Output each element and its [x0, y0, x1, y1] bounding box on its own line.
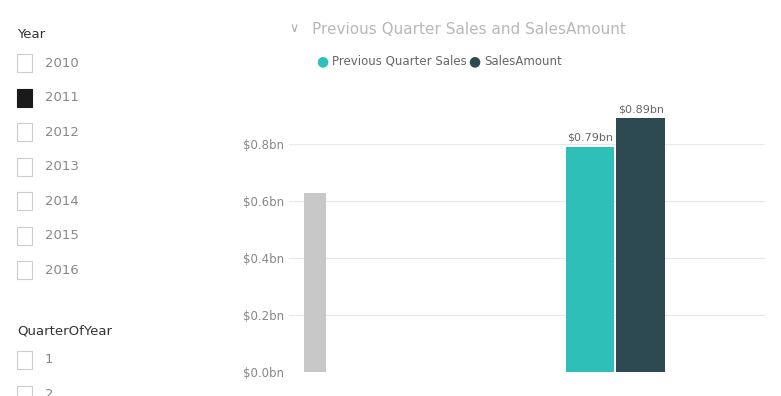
FancyBboxPatch shape [17, 386, 32, 396]
Text: Previous Quarter Sales and SalesAmount: Previous Quarter Sales and SalesAmount [312, 22, 626, 37]
Text: Year: Year [17, 28, 45, 41]
Text: 2012: 2012 [45, 126, 79, 139]
Bar [304, 192, 326, 372]
FancyBboxPatch shape [17, 54, 32, 72]
FancyBboxPatch shape [17, 192, 32, 210]
Text: 2016: 2016 [45, 264, 79, 276]
FancyBboxPatch shape [17, 227, 32, 244]
Text: 2011: 2011 [45, 91, 79, 104]
FancyBboxPatch shape [17, 89, 32, 107]
Text: 2013: 2013 [45, 160, 79, 173]
Text: 2014: 2014 [45, 195, 79, 208]
Text: 2010: 2010 [45, 57, 79, 70]
Text: QuarterOfYear: QuarterOfYear [17, 324, 112, 337]
Text: 2015: 2015 [45, 229, 79, 242]
FancyBboxPatch shape [17, 261, 32, 279]
Text: 1: 1 [45, 354, 53, 366]
Text: 2: 2 [45, 388, 53, 396]
FancyBboxPatch shape [17, 158, 32, 176]
Text: Previous Quarter Sales: Previous Quarter Sales [332, 55, 467, 68]
Text: ∨: ∨ [289, 22, 298, 35]
Text: ●: ● [469, 54, 481, 69]
FancyBboxPatch shape [17, 351, 32, 369]
FancyBboxPatch shape [17, 123, 32, 141]
Bar [565, 147, 615, 372]
Text: $0.89bn: $0.89bn [618, 104, 664, 114]
Text: ●: ● [316, 54, 329, 69]
Text: SalesAmount: SalesAmount [484, 55, 562, 68]
Bar [616, 118, 665, 372]
Text: $0.79bn: $0.79bn [567, 133, 613, 143]
